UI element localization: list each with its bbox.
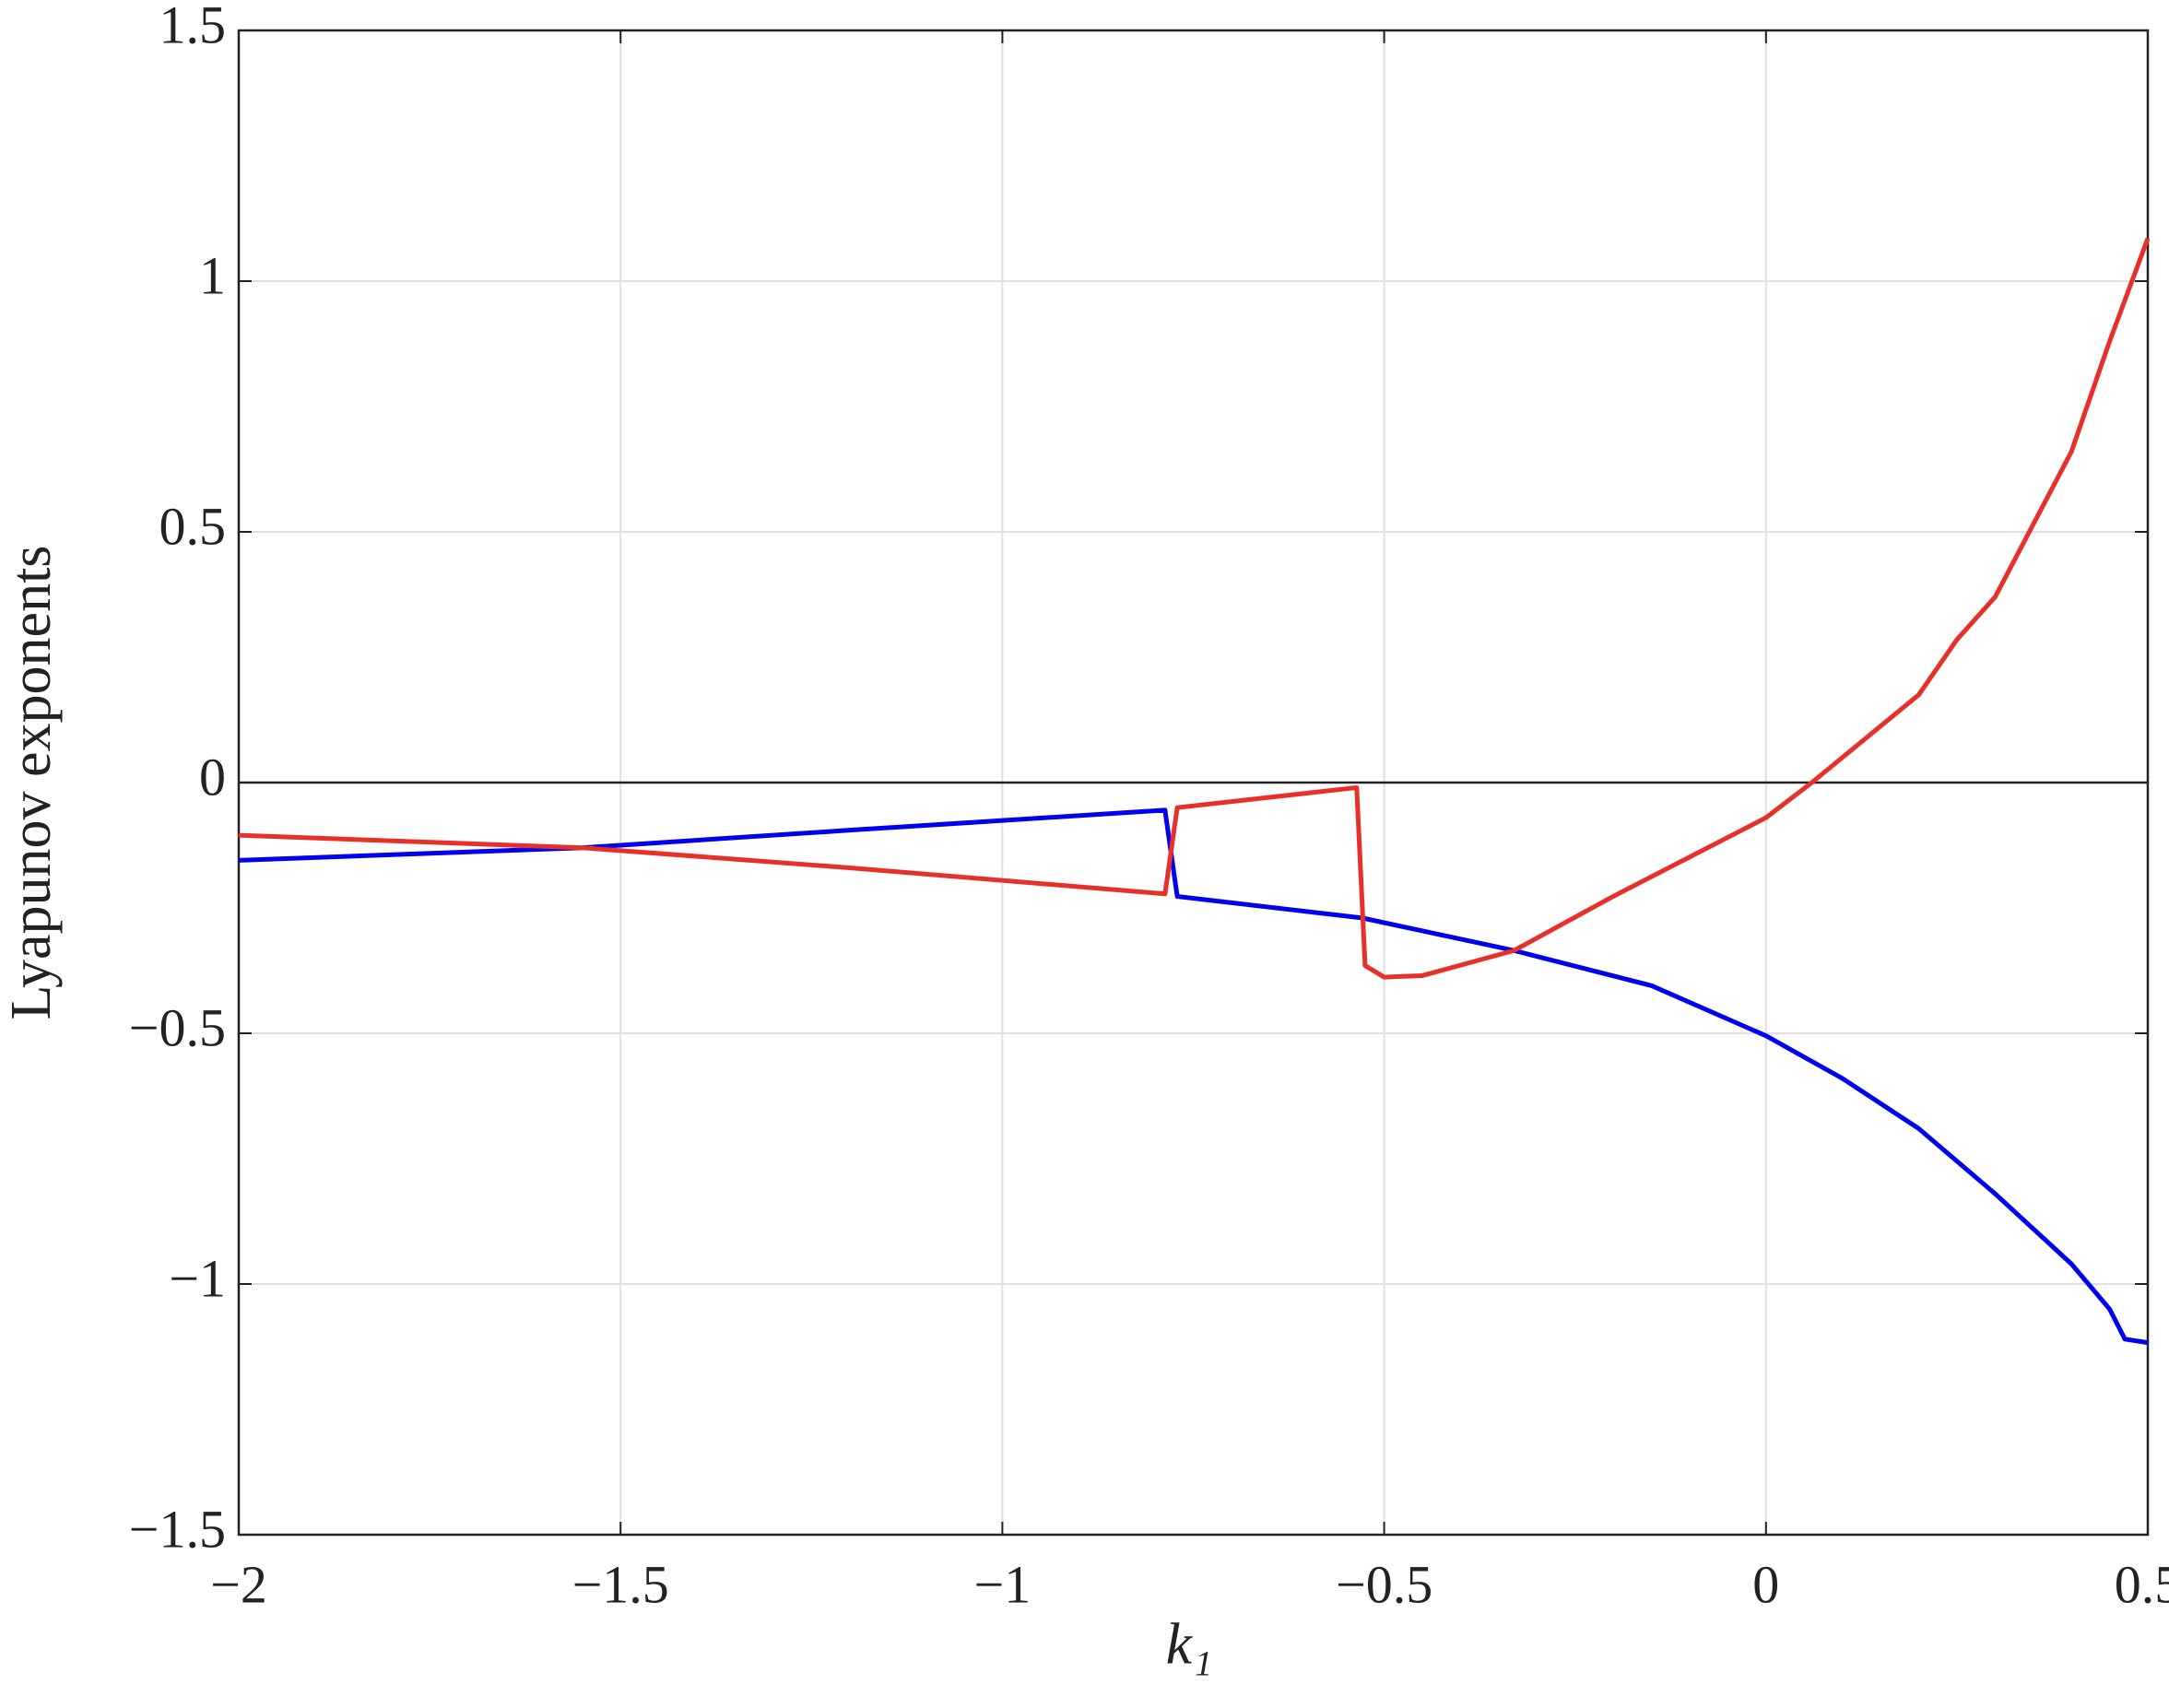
x-tick-label: −1 (974, 1554, 1031, 1614)
plot-frame (237, 29, 2150, 1537)
x-tick-label: −0.5 (1336, 1554, 1432, 1614)
y-tick-label: 0 (199, 747, 226, 807)
y-tick-label: 1 (199, 245, 226, 305)
x-tick-label: −1.5 (572, 1554, 669, 1614)
y-axis-label: Lyapunov exponents (0, 546, 63, 1020)
x-axis-label: k₁ (1166, 1611, 1213, 1677)
data-line (238, 807, 2149, 1346)
x-tick-label: 0.5 (2115, 1554, 2169, 1614)
y-tick-label: −1 (169, 1248, 226, 1308)
y-tick-label: −1.5 (129, 1499, 226, 1559)
x-tick-label: 0 (1752, 1554, 1779, 1614)
y-tick-label: 0.5 (159, 496, 227, 556)
y-tick-label: 1.5 (159, 0, 227, 54)
data-line (238, 237, 2151, 980)
y-tick-label: −0.5 (129, 997, 226, 1057)
x-tick-label: −2 (210, 1554, 267, 1614)
